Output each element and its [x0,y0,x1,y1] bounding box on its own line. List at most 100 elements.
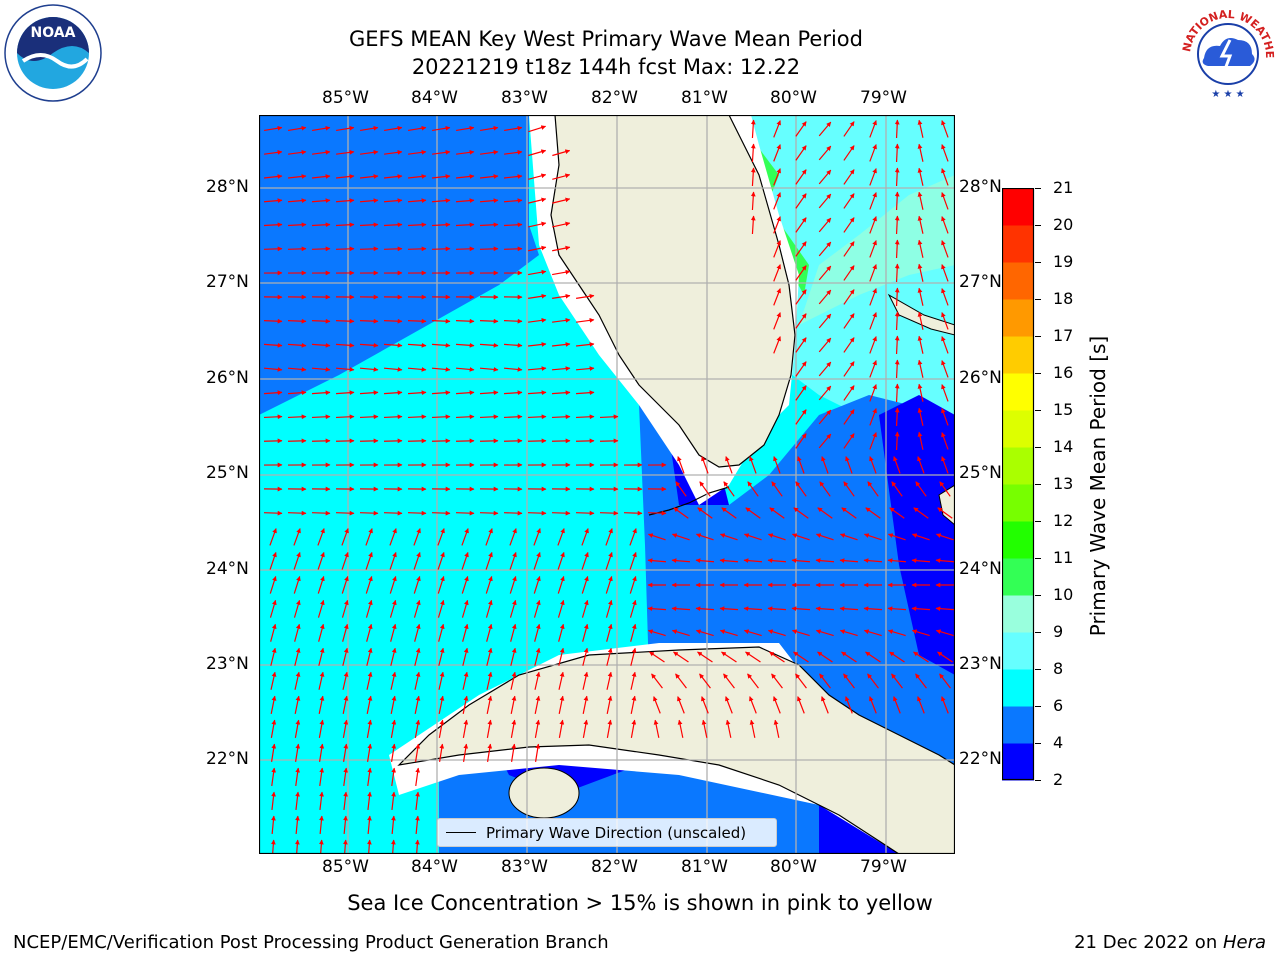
colorbar-segment [1002,558,1034,596]
wave-direction-arrow [312,149,331,155]
wave-direction-arrow [287,510,307,516]
wave-direction-arrow [311,198,331,203]
wave-direction-arrow [843,145,855,161]
wave-direction-arrow [719,629,738,637]
wave-direction-arrow [432,125,451,132]
colorbar-tick-label: 21 [1053,178,1074,197]
lon-label: 84°W [411,88,458,108]
lat-label: 22°N [959,749,1002,769]
wave-direction-arrow [527,510,547,516]
wave-direction-arrow [818,385,832,401]
wave-direction-arrow [366,839,372,854]
wave-direction-arrow [889,507,905,519]
wave-direction-arrow [719,606,739,612]
wave-direction-arrow [456,149,475,155]
lat-label: 25°N [206,463,249,483]
wave-direction-arrow [887,533,906,541]
wave-direction-arrow [869,384,877,402]
wave-direction-arrow [653,719,660,738]
wave-direction-arrow [747,673,759,689]
svg-text:★ ★ ★: ★ ★ ★ [1211,89,1244,100]
wave-direction-arrow [287,342,307,348]
wave-direction-arrow [697,507,713,519]
wave-direction-arrow [319,767,325,786]
lat-label: 23°N [206,654,249,674]
wave-direction-arrow [629,599,637,618]
wave-direction-arrow [415,767,421,786]
legend-line-swatch [446,832,476,833]
colorbar-tick-label: 12 [1053,511,1074,530]
wave-direction-arrow [818,409,832,425]
wave-direction-arrow [843,433,855,449]
wave-direction-arrow [527,342,547,347]
wave-direction-arrow [551,390,571,396]
wave-direction-arrow [263,510,283,516]
wave-direction-arrow [552,197,571,204]
wave-direction-arrow [623,510,643,516]
wave-direction-arrow [359,174,379,179]
wave-direction-arrow [911,606,931,612]
wave-direction-arrow [843,313,855,329]
lon-label: 80°W [770,88,817,108]
wave-direction-arrow [390,743,397,762]
wave-direction-arrow [503,390,523,396]
lat-label: 28°N [206,177,249,197]
colorbar-segment [1002,188,1034,226]
wave-direction-arrow [701,456,709,474]
wave-direction-arrow [438,671,445,690]
wave-direction-arrow [383,510,403,516]
wave-direction-arrow [509,528,517,546]
wave-direction-arrow [528,317,547,323]
colorbar-tick-mark [1035,780,1041,781]
colorbar-tick-mark [1035,484,1041,485]
wave-direction-arrow [510,695,517,714]
lon-label: 79°W [860,857,907,877]
wave-direction-arrow [479,510,499,516]
lat-label: 27°N [959,272,1002,292]
wave-direction-arrow [581,575,589,594]
map-title-line1: GEFS MEAN Key West Primary Wave Mean Per… [349,27,863,51]
wave-direction-arrow [773,144,781,162]
wave-direction-arrow [293,528,301,546]
wave-direction-arrow [317,528,325,546]
wave-direction-arrow [486,695,493,714]
wave-direction-arrow [894,359,900,379]
wave-direction-arrow [293,575,301,594]
wave-direction-arrow [390,719,397,738]
wave-direction-arrow [287,174,307,179]
wave-direction-arrow [455,414,475,420]
wave-direction-arrow [745,507,761,519]
wave-direction-arrow [455,367,475,372]
wave-direction-arrow [887,606,907,612]
wave-direction-arrow [719,533,738,541]
wave-direction-arrow [843,121,855,137]
period-9-10-region-atlantic [799,175,955,325]
colorbar-segment [1002,669,1034,707]
wave-direction-arrow [843,385,855,401]
wave-direction-arrow [528,197,547,204]
wave-direction-arrow [311,174,331,179]
wave-direction-arrow [606,671,613,690]
wave-direction-arrow [462,695,469,714]
wave-direction-arrow [413,528,421,546]
wave-direction-arrow [891,673,903,689]
wave-direction-arrow [939,673,951,689]
wave-direction-arrow [415,791,420,811]
colorbar-segment [1002,225,1034,263]
wave-direction-arrow [818,337,832,353]
wave-direction-arrow [894,335,900,355]
wave-direction-arrow [479,438,499,444]
wave-direction-arrow [319,791,324,811]
wave-direction-arrow [383,174,403,179]
wave-direction-arrow [294,839,300,854]
wave-direction-arrow [528,173,547,180]
wave-direction-arrow [606,623,613,642]
wave-direction-arrow [869,120,877,138]
colorbar-tick-mark [1035,632,1041,633]
wave-direction-arrow [462,671,469,690]
wave-direction-arrow [629,528,637,546]
wave-direction-arrow [317,575,325,594]
wave-direction-arrow [725,456,733,474]
wave-direction-arrow [263,222,283,228]
machine-name: Hera [1222,932,1266,953]
